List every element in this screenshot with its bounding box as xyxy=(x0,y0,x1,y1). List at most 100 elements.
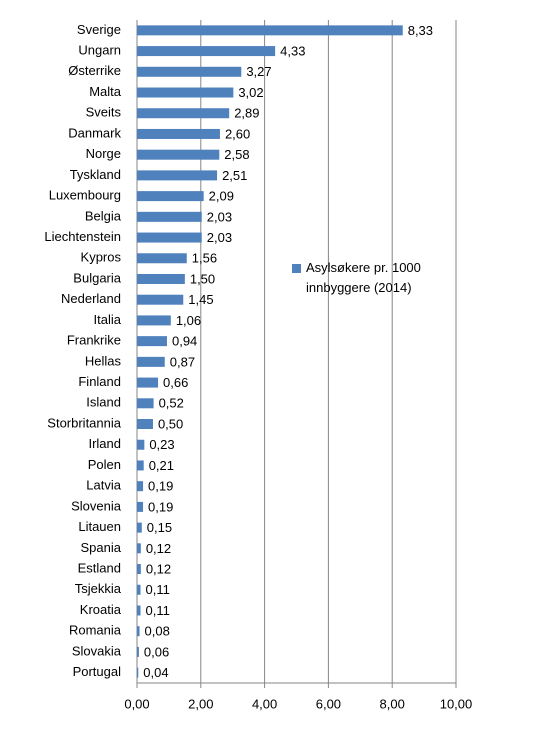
bar xyxy=(137,232,202,243)
bar xyxy=(137,273,185,284)
y-tick-label: Østerrike xyxy=(68,63,121,78)
bar xyxy=(137,253,187,264)
x-tick-label: 2,00 xyxy=(188,696,213,711)
y-tick-label: Hellas xyxy=(85,353,122,368)
y-tick-label: Romania xyxy=(69,623,122,638)
value-label: 0,52 xyxy=(159,396,184,411)
bar xyxy=(137,128,220,139)
bar xyxy=(137,646,139,657)
y-tick-label: Luxembourg xyxy=(49,188,121,203)
bar xyxy=(137,191,204,202)
x-tick-label: 6,00 xyxy=(316,696,341,711)
y-tick-label: Frankrike xyxy=(67,333,121,348)
value-label: 0,94 xyxy=(172,334,197,349)
bar xyxy=(137,522,142,533)
bar xyxy=(137,356,165,367)
y-tick-label: Slovakia xyxy=(72,643,122,658)
value-label: 2,51 xyxy=(222,168,247,183)
y-tick-label: Kypros xyxy=(81,250,122,265)
bar xyxy=(137,460,144,471)
bar xyxy=(137,377,159,388)
bar xyxy=(137,315,171,326)
value-label: 2,09 xyxy=(209,189,234,204)
bar xyxy=(137,87,234,98)
y-tick-label: Ungarn xyxy=(78,43,121,58)
value-label: 2,89 xyxy=(234,106,259,121)
value-label: 0,11 xyxy=(146,603,170,618)
value-label: 2,03 xyxy=(207,209,232,224)
value-label: 3,27 xyxy=(246,64,271,79)
y-tick-label: Malta xyxy=(89,84,122,99)
value-label: 4,33 xyxy=(280,44,305,59)
bar xyxy=(137,398,154,409)
x-tick-label: 10,00 xyxy=(440,696,473,711)
y-tick-label: Kroatia xyxy=(80,602,122,617)
bar xyxy=(137,667,139,678)
value-label: 0,87 xyxy=(170,354,195,369)
legend-label: Asylsøkere pr. 1000 innbyggere (2014) xyxy=(306,260,421,295)
value-label: 0,15 xyxy=(147,520,172,535)
y-tick-label: Belgia xyxy=(85,208,122,223)
value-label: 0,21 xyxy=(149,458,174,473)
bar xyxy=(137,46,276,57)
value-label: 3,02 xyxy=(238,85,263,100)
y-tick-label: Portugal xyxy=(73,664,122,679)
bar xyxy=(137,605,141,616)
value-label: 0,23 xyxy=(149,437,174,452)
bar xyxy=(137,25,403,36)
y-tick-label: Finland xyxy=(78,374,121,389)
value-label: 1,56 xyxy=(192,251,217,266)
y-tick-label: Island xyxy=(86,395,121,410)
bar xyxy=(137,211,202,222)
y-tick-label: Italia xyxy=(94,312,122,327)
bar xyxy=(137,584,141,595)
y-tick-label: Danmark xyxy=(68,125,121,140)
bar xyxy=(137,170,218,181)
bar xyxy=(137,108,230,119)
value-label: 0,19 xyxy=(148,499,173,514)
value-label: 1,50 xyxy=(190,271,215,286)
y-tick-label: Liechtenstein xyxy=(44,229,121,244)
value-label: 0,08 xyxy=(145,624,170,639)
y-tick-label: Sveits xyxy=(86,105,122,120)
y-tick-label: Tsjekkia xyxy=(75,581,122,596)
y-tick-label: Irland xyxy=(88,436,121,451)
bar xyxy=(137,439,145,450)
y-tick-label: Polen xyxy=(88,457,121,472)
y-tick-label: Latvia xyxy=(86,478,121,493)
legend-swatch xyxy=(292,264,301,273)
bar xyxy=(137,481,144,492)
y-tick-label: Tyskland xyxy=(70,167,121,182)
bar xyxy=(137,564,141,575)
value-label: 0,12 xyxy=(146,561,171,576)
value-label: 1,06 xyxy=(176,313,201,328)
bar xyxy=(137,149,220,160)
bar xyxy=(137,501,144,512)
y-tick-label: Spania xyxy=(81,540,122,555)
bar xyxy=(137,419,153,430)
value-label: 0,66 xyxy=(163,375,188,390)
bar xyxy=(137,626,140,637)
value-label: 0,12 xyxy=(146,541,171,556)
value-label: 2,03 xyxy=(207,230,232,245)
x-tick-label: 4,00 xyxy=(252,696,277,711)
bar xyxy=(137,66,242,77)
value-label: 0,06 xyxy=(144,644,169,659)
y-tick-label: Estland xyxy=(78,560,121,575)
y-tick-label: Sverige xyxy=(77,22,121,37)
y-tick-label: Bulgaria xyxy=(73,270,121,285)
value-label: 0,19 xyxy=(148,479,173,494)
value-label: 0,11 xyxy=(146,582,170,597)
bar xyxy=(137,294,184,305)
legend: Asylsøkere pr. 1000 innbyggere (2014) xyxy=(292,258,442,298)
value-label: 2,60 xyxy=(225,126,250,141)
value-label: 1,45 xyxy=(188,292,213,307)
value-label: 0,50 xyxy=(158,416,183,431)
y-tick-label: Storbritannia xyxy=(47,415,121,430)
y-tick-label: Nederland xyxy=(61,291,121,306)
y-tick-label: Slovenia xyxy=(71,498,122,513)
value-label: 0,04 xyxy=(143,665,168,680)
x-tick-label: 0,00 xyxy=(124,696,149,711)
